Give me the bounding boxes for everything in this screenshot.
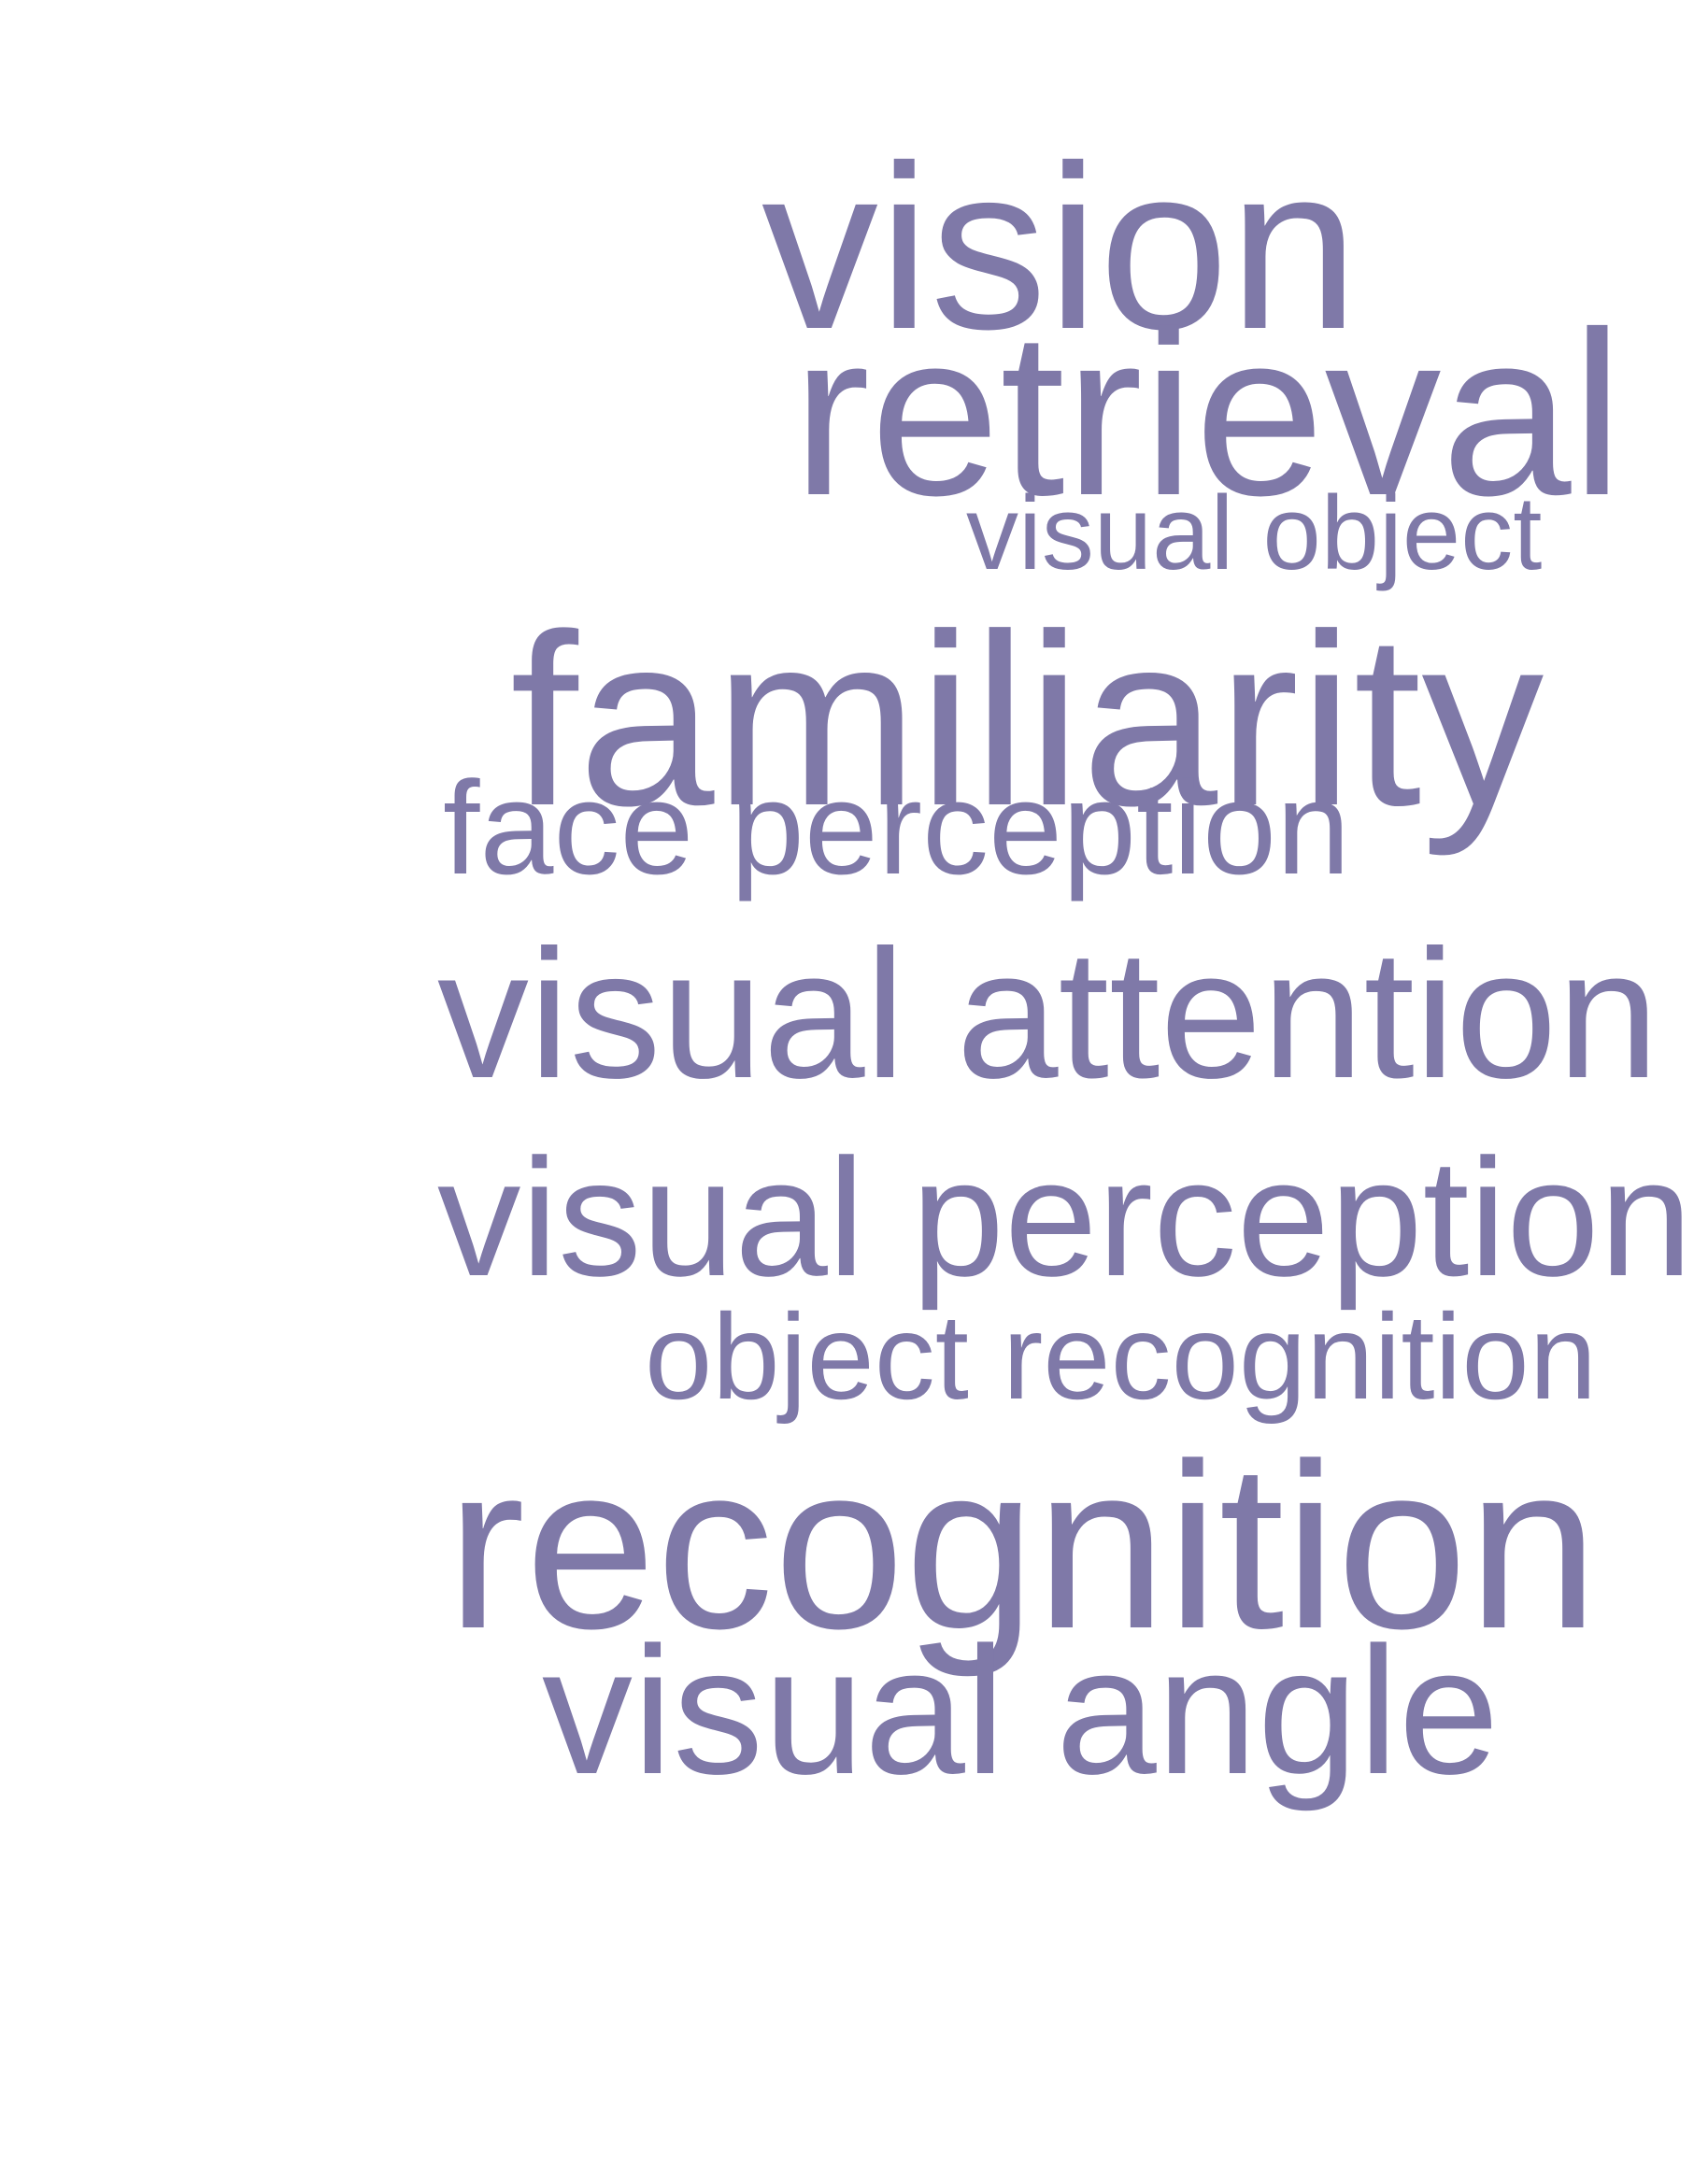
word-familiarity: familiarity (510, 583, 1544, 857)
word-object-recognition: object recognition (645, 1288, 1597, 1425)
word-visual-angle: visual angle (542, 1610, 1500, 1812)
word-retrieval: retrieval (792, 283, 1624, 544)
word-visual-attention: visual attention (437, 912, 1659, 1116)
word-face-perception: face perception (443, 754, 1350, 902)
word-visual-perception: visual perception (437, 1124, 1693, 1311)
word-visual-object: visual object (966, 475, 1543, 591)
word-vision: vision (761, 117, 1359, 377)
word-recognition: recognition (447, 1415, 1599, 1678)
